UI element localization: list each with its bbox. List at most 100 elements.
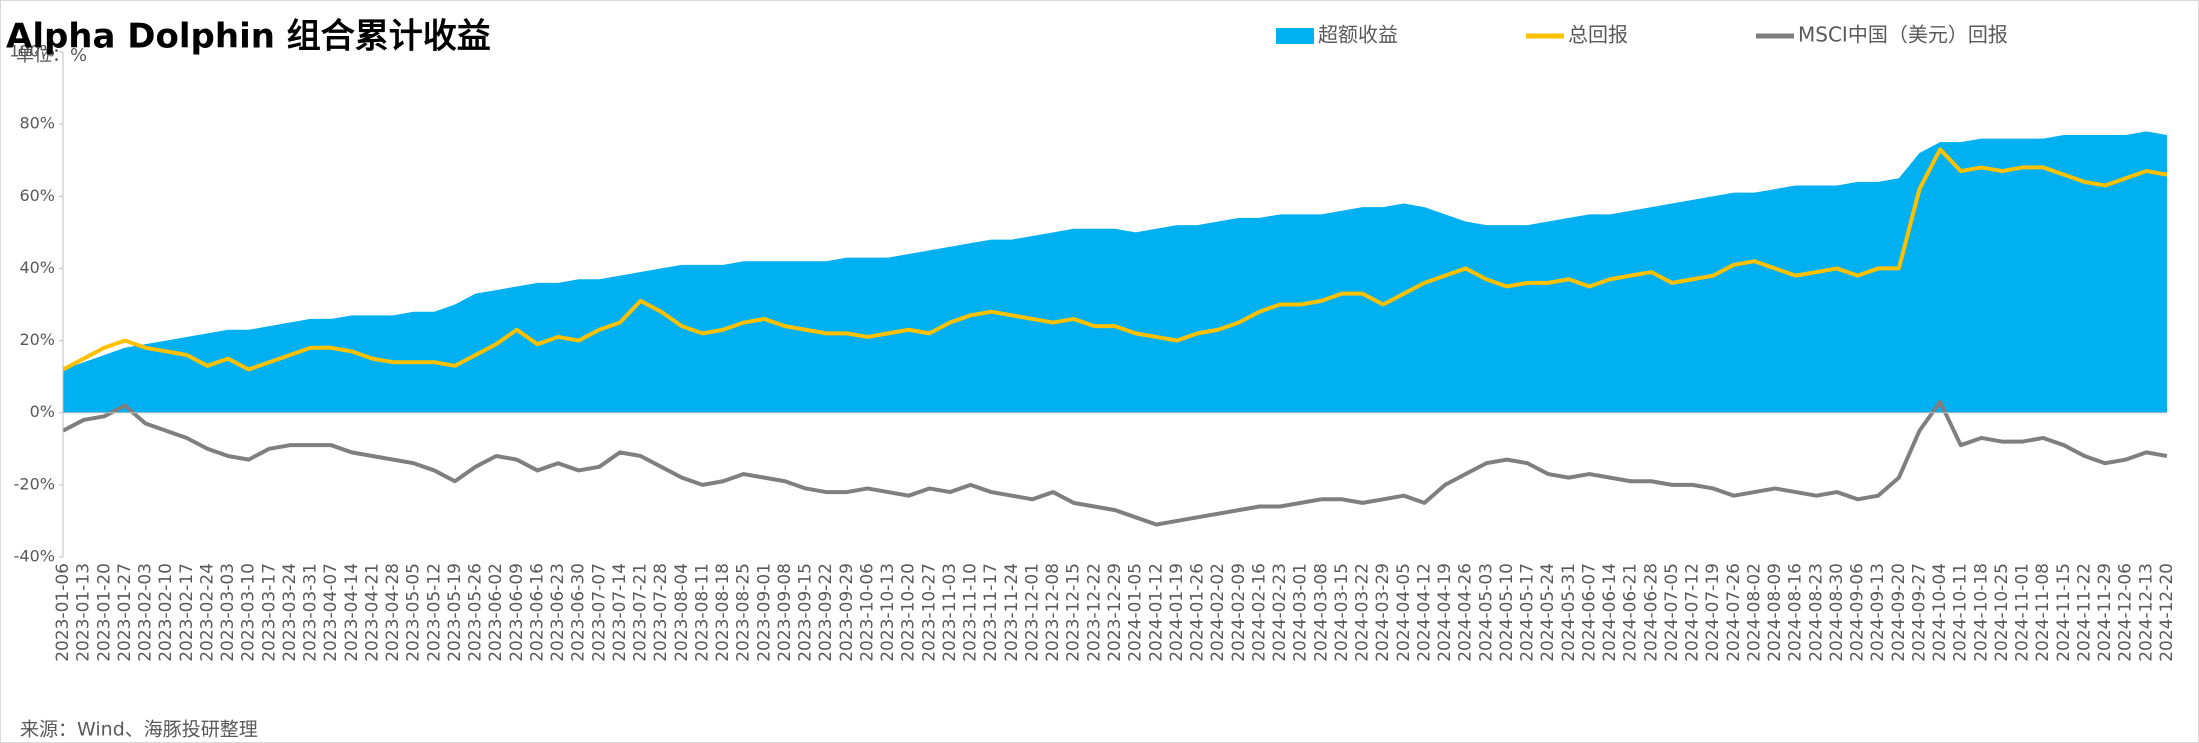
x-tick-label: 2023-08-11 (692, 563, 712, 662)
x-tick-label: 2024-01-26 (1188, 563, 1208, 662)
x-tick-label: 2024-03-22 (1353, 563, 1373, 662)
x-tick-label: 2024-04-19 (1435, 563, 1455, 662)
legend-label: 总回报 (1568, 23, 1628, 47)
x-tick-label: 2023-06-23 (548, 563, 568, 662)
x-tick-label: 2023-04-28 (383, 563, 403, 662)
x-tick-label: 2024-06-21 (1621, 563, 1641, 662)
x-tick-label: 2023-08-18 (713, 563, 733, 662)
x-tick-label: 2024-05-10 (1497, 563, 1517, 662)
x-tick-label: 2024-05-03 (1476, 563, 1496, 662)
x-tick-label: 2023-09-29 (837, 563, 857, 662)
x-tick-label: 2023-03-31 (301, 563, 321, 662)
x-tick-label: 2023-03-17 (259, 563, 279, 662)
x-tick-label: 2023-12-15 (1064, 563, 1084, 662)
x-tick-label: 2024-04-12 (1414, 563, 1434, 662)
x-tick-label: 2024-05-17 (1518, 563, 1538, 662)
x-tick-label: 2024-03-01 (1291, 563, 1311, 662)
x-tick-label: 2023-11-03 (940, 563, 960, 662)
x-tick-label: 2023-11-17 (981, 563, 1001, 662)
x-tick-label: 2024-02-02 (1208, 563, 1228, 662)
x-tick-label: 2024-06-07 (1579, 563, 1599, 662)
x-tick-label: 2023-12-01 (1022, 563, 1042, 662)
y-tick-label: 80% (19, 114, 55, 133)
x-tick-label: 2023-09-08 (775, 563, 795, 662)
legend-label: 超额收益 (1318, 23, 1398, 47)
x-tick-label: 2024-05-24 (1538, 563, 1558, 662)
x-tick-label: 2023-12-08 (1043, 563, 1063, 662)
x-tick-label: 2024-07-05 (1662, 563, 1682, 662)
x-tick-label: 2024-04-26 (1456, 563, 1476, 662)
legend-label: MSCI中国（美元）回报 (1798, 23, 2008, 47)
x-tick-label: 2023-09-22 (816, 563, 836, 662)
x-tick-label: 2023-04-07 (321, 563, 341, 662)
x-tick-label: 2023-07-21 (631, 563, 651, 662)
x-tick-label: 2024-02-23 (1270, 563, 1290, 662)
x-tick-label: 2023-11-24 (1002, 563, 1022, 662)
x-tick-label: 2023-12-22 (1084, 563, 1104, 662)
y-tick-label: 0% (30, 402, 55, 421)
x-tick-label: 2023-05-26 (466, 563, 486, 662)
x-tick-label: 2024-07-12 (1683, 563, 1703, 662)
y-tick-label: 100% (9, 42, 55, 61)
x-tick-label: 2023-10-20 (899, 563, 919, 662)
x-tick-label: 2024-03-15 (1332, 563, 1352, 662)
x-tick-label: 2024-03-29 (1373, 563, 1393, 662)
x-tick-label: 2024-11-22 (2074, 563, 2094, 662)
x-tick-label: 2023-06-16 (527, 563, 547, 662)
x-tick-label: 2024-09-27 (1909, 563, 1929, 662)
source-note: 来源：Wind、海豚投研整理 (20, 719, 258, 741)
x-tick-label: 2024-10-18 (1971, 563, 1991, 662)
y-tick-label: -40% (14, 547, 55, 566)
x-tick-label: 2023-04-14 (342, 563, 362, 662)
x-tick-label: 2024-01-12 (1146, 563, 1166, 662)
x-tick-label: 2023-02-10 (156, 563, 176, 662)
x-tick-label: 2024-11-08 (2033, 563, 2053, 662)
x-tick-label: 2024-07-19 (1703, 563, 1723, 662)
x-tick-label: 2024-08-16 (1786, 563, 1806, 662)
x-tick-label: 2024-08-23 (1806, 563, 1826, 662)
x-tick-label: 2023-06-09 (507, 563, 527, 662)
x-tick-label: 2024-12-20 (2157, 563, 2177, 662)
x-tick-label: 2024-08-02 (1744, 563, 1764, 662)
x-tick-label: 2023-09-01 (754, 563, 774, 662)
x-tick-label: 2024-08-09 (1765, 563, 1785, 662)
x-tick-label: 2024-08-30 (1827, 563, 1847, 662)
area (63, 131, 2167, 413)
x-tick-label: 2024-05-31 (1559, 563, 1579, 662)
x-tick-label: 2023-05-19 (445, 563, 465, 662)
x-tick-label: 2023-01-06 (53, 563, 73, 662)
x-tick-label: 2024-12-06 (2116, 563, 2136, 662)
x-tick-label: 2023-03-24 (280, 563, 300, 662)
x-tick-label: 2024-07-26 (1724, 563, 1744, 662)
x-tick-label: 2023-06-30 (569, 563, 589, 662)
x-tick-label: 2023-10-13 (878, 563, 898, 662)
x-tick-label: 2024-09-20 (1889, 563, 1909, 662)
x-tick-label: 2024-01-05 (1126, 563, 1146, 662)
x-tick-label: 2023-10-27 (919, 563, 939, 662)
legend-swatch (1276, 28, 1314, 44)
plot-area: -40%-20%0%20%40%60%80%100%2023-01-06 2023… (9, 42, 2177, 662)
y-tick-label: -20% (14, 474, 55, 493)
x-tick-label: 2024-10-04 (1930, 563, 1950, 662)
x-tick-label: 2023-04-21 (362, 563, 382, 662)
x-tick-label: 2023-01-20 (94, 563, 114, 662)
unit-label: 单位：% (16, 45, 87, 66)
x-tick-label: 2023-07-14 (610, 563, 630, 662)
x-tick-label: 2024-11-15 (2054, 563, 2074, 662)
chart-title: Alpha Dolphin 组合累计收益 (6, 17, 491, 57)
line (62, 399, 2168, 527)
x-tick-label: 2023-05-12 (424, 563, 444, 662)
x-tick-label: 2024-03-08 (1311, 563, 1331, 662)
x-tick-label: 2023-02-24 (197, 563, 217, 662)
x-tick-label: 2024-10-25 (1992, 563, 2012, 662)
x-tick-label: 2024-02-09 (1229, 563, 1249, 662)
x-tick-label: 2024-06-28 (1641, 563, 1661, 662)
x-tick-label: 2023-02-17 (177, 563, 197, 662)
x-tick-label: 2023-05-05 (404, 563, 424, 662)
x-tick-label: 2024-06-14 (1600, 563, 1620, 662)
x-tick-label: 2024-01-19 (1167, 563, 1187, 662)
x-tick-label: 2024-11-29 (2095, 563, 2115, 662)
line (62, 147, 2168, 372)
x-tick-label: 2024-09-06 (1848, 563, 1868, 662)
